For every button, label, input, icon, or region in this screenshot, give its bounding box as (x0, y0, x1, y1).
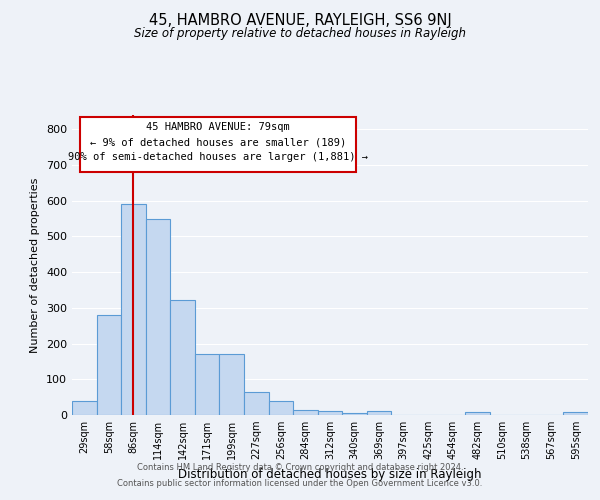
Bar (465, 412, 490, 415)
Bar (244, 392, 269, 415)
Text: 90% of semi-detached houses are larger (1,881) →: 90% of semi-detached houses are larger (… (68, 152, 368, 162)
Bar (72, 402, 97, 415)
Text: Size of property relative to detached houses in Rayleigh: Size of property relative to detached ho… (134, 28, 466, 40)
Bar (342, 413, 367, 415)
Bar (367, 412, 391, 415)
Text: Contains public sector information licensed under the Open Government Licence v3: Contains public sector information licen… (118, 478, 482, 488)
Bar (146, 220, 170, 415)
Text: 45, HAMBRO AVENUE, RAYLEIGH, SS6 9NJ: 45, HAMBRO AVENUE, RAYLEIGH, SS6 9NJ (149, 12, 451, 28)
Bar (318, 412, 342, 415)
X-axis label: Distribution of detached houses by size in Rayleigh: Distribution of detached houses by size … (178, 468, 482, 480)
Bar (121, 204, 146, 415)
Bar (220, 354, 244, 415)
Y-axis label: Number of detached properties: Number of detached properties (31, 178, 40, 352)
Bar (563, 412, 588, 415)
Bar (195, 354, 220, 415)
Text: 45 HAMBRO AVENUE: 79sqm: 45 HAMBRO AVENUE: 79sqm (146, 122, 290, 132)
Bar (170, 300, 195, 415)
Text: ← 9% of detached houses are smaller (189): ← 9% of detached houses are smaller (189… (89, 138, 346, 147)
Bar (293, 410, 318, 415)
Bar (269, 402, 293, 415)
FancyBboxPatch shape (80, 116, 356, 172)
Text: Contains HM Land Registry data © Crown copyright and database right 2024.: Contains HM Land Registry data © Crown c… (137, 464, 463, 472)
Bar (97, 315, 121, 415)
